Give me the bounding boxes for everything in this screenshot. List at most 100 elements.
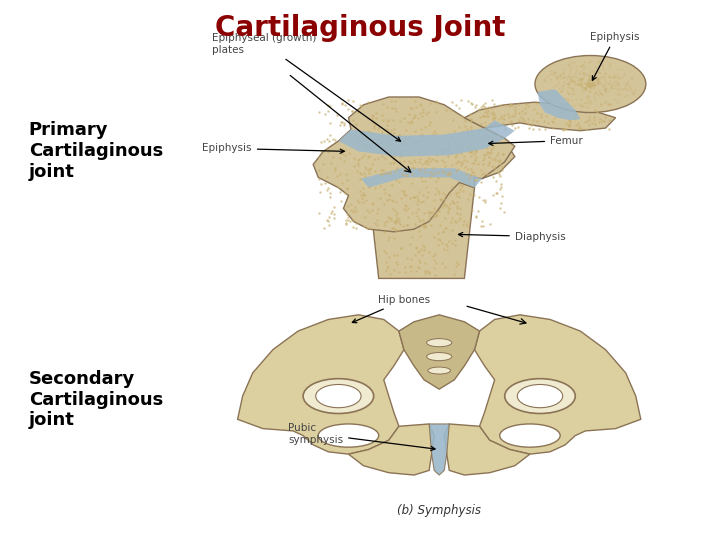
- Point: [475, 165, 487, 174]
- Point: [346, 107, 358, 116]
- Point: [444, 167, 455, 176]
- Point: [424, 207, 436, 216]
- Point: [360, 165, 372, 174]
- Point: [569, 110, 580, 119]
- Point: [402, 140, 414, 149]
- Point: [398, 187, 410, 195]
- Point: [351, 139, 363, 147]
- Point: [450, 218, 462, 226]
- Point: [434, 220, 446, 229]
- Point: [338, 120, 350, 129]
- Point: [451, 258, 463, 266]
- Point: [377, 138, 389, 147]
- Point: [598, 117, 609, 126]
- Point: [398, 137, 410, 146]
- Point: [485, 120, 496, 129]
- Point: [475, 178, 487, 187]
- Point: [482, 105, 493, 113]
- Point: [366, 134, 377, 143]
- Point: [414, 109, 426, 118]
- Point: [603, 100, 614, 109]
- Point: [315, 137, 327, 146]
- Point: [340, 216, 351, 225]
- Point: [314, 208, 325, 217]
- Point: [391, 251, 402, 259]
- Point: [430, 211, 441, 219]
- Point: [386, 195, 397, 204]
- Point: [482, 160, 494, 169]
- Point: [490, 119, 501, 128]
- Point: [521, 99, 532, 108]
- Point: [381, 267, 392, 275]
- Point: [471, 212, 482, 220]
- Point: [547, 123, 559, 132]
- Point: [401, 134, 413, 143]
- Point: [477, 160, 489, 168]
- Point: [322, 148, 333, 157]
- Point: [359, 172, 371, 180]
- Point: [417, 159, 428, 168]
- Point: [554, 111, 566, 120]
- Point: [476, 217, 487, 225]
- Point: [394, 219, 405, 228]
- Point: [372, 125, 384, 133]
- Point: [488, 110, 500, 118]
- Point: [366, 199, 377, 208]
- Point: [487, 191, 499, 200]
- Point: [431, 99, 443, 107]
- Point: [444, 190, 456, 198]
- Point: [389, 225, 400, 234]
- Point: [433, 188, 445, 197]
- Point: [439, 213, 451, 222]
- Point: [385, 215, 397, 224]
- Ellipse shape: [518, 384, 563, 408]
- Point: [379, 220, 390, 229]
- Text: Hip bones: Hip bones: [352, 295, 430, 323]
- Point: [406, 233, 418, 241]
- Point: [356, 102, 367, 110]
- Point: [562, 121, 573, 130]
- Point: [546, 117, 558, 126]
- Point: [477, 111, 488, 120]
- Point: [395, 152, 406, 161]
- Point: [419, 156, 431, 165]
- Point: [564, 116, 575, 124]
- Point: [397, 170, 408, 178]
- Point: [454, 210, 466, 218]
- Point: [509, 103, 521, 111]
- Point: [483, 153, 495, 161]
- Point: [460, 170, 472, 179]
- Point: [409, 97, 420, 105]
- Point: [398, 156, 410, 165]
- Point: [378, 247, 390, 255]
- Point: [484, 158, 495, 167]
- Point: [469, 156, 481, 164]
- Point: [508, 112, 520, 120]
- Point: [473, 132, 485, 140]
- Point: [377, 170, 388, 178]
- Point: [443, 237, 454, 246]
- Point: [312, 107, 324, 116]
- Point: [462, 97, 473, 105]
- Point: [419, 220, 431, 229]
- Point: [395, 116, 406, 125]
- Point: [450, 167, 462, 176]
- Point: [482, 134, 494, 143]
- Point: [354, 138, 365, 147]
- Point: [412, 114, 423, 123]
- Point: [377, 152, 388, 160]
- Point: [593, 118, 604, 126]
- Point: [412, 138, 423, 147]
- Point: [402, 157, 414, 166]
- Point: [469, 145, 480, 153]
- Point: [505, 101, 517, 110]
- Point: [413, 247, 424, 255]
- Point: [464, 146, 476, 154]
- Point: [528, 116, 539, 124]
- Point: [479, 132, 490, 140]
- Point: [414, 216, 426, 225]
- Point: [455, 146, 467, 154]
- Point: [424, 98, 436, 107]
- Point: [392, 164, 403, 172]
- Point: [336, 137, 347, 145]
